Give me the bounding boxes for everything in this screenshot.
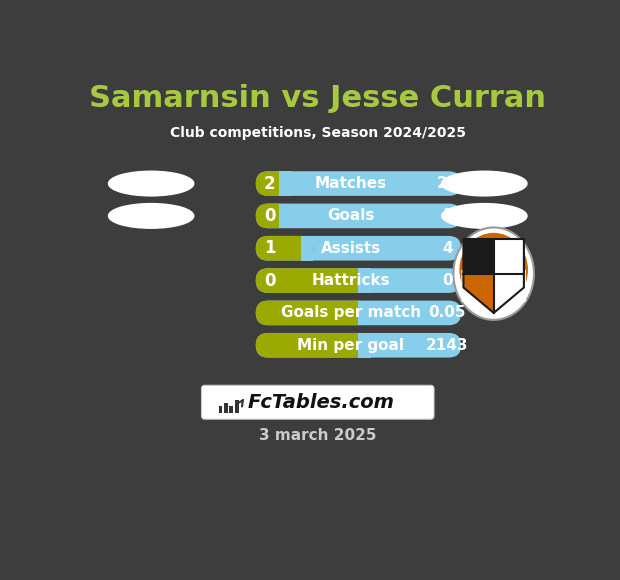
Text: 3 march 2025: 3 march 2025 [259,428,376,443]
Ellipse shape [453,227,534,320]
FancyBboxPatch shape [255,204,292,228]
Text: 0: 0 [264,207,275,225]
FancyBboxPatch shape [255,300,371,325]
Bar [301,236,313,260]
Bar [358,300,371,325]
FancyBboxPatch shape [255,171,292,196]
FancyBboxPatch shape [255,269,371,293]
Text: 20: 20 [436,176,458,191]
Text: 1: 1 [264,239,275,258]
FancyBboxPatch shape [255,204,461,228]
Bar [229,406,233,413]
Ellipse shape [108,204,193,228]
Text: Matches: Matches [314,176,387,191]
Text: 2143: 2143 [426,338,469,353]
FancyBboxPatch shape [255,300,461,325]
Text: Goals: Goals [327,208,374,223]
Polygon shape [463,239,494,313]
Text: Min per goal: Min per goal [297,338,404,353]
Text: 4: 4 [442,241,453,256]
Text: 0: 0 [442,273,453,288]
Ellipse shape [441,204,527,228]
Text: Club competitions, Season 2024/2025: Club competitions, Season 2024/2025 [170,126,466,140]
Text: 1: 1 [442,208,453,223]
FancyBboxPatch shape [255,236,461,260]
FancyBboxPatch shape [202,385,434,419]
Text: Goals per match: Goals per match [281,306,421,320]
Bar [280,204,292,228]
Text: 2: 2 [264,175,275,193]
Polygon shape [494,239,524,313]
Text: Samarnsin vs Jesse Curran: Samarnsin vs Jesse Curran [89,84,546,113]
Ellipse shape [459,233,528,307]
Polygon shape [463,274,494,313]
Bar [358,269,371,293]
Bar [219,406,223,413]
Ellipse shape [108,171,193,196]
Bar [280,171,292,196]
Ellipse shape [441,171,527,196]
Text: 0: 0 [264,271,275,289]
Bar [235,400,239,413]
FancyBboxPatch shape [255,236,313,260]
Text: 0.05: 0.05 [428,306,466,320]
Text: Hattricks: Hattricks [311,273,390,288]
FancyBboxPatch shape [255,171,461,196]
FancyBboxPatch shape [255,333,461,358]
Bar [358,333,371,358]
Text: FcTables.com: FcTables.com [248,393,395,412]
Bar [224,403,228,413]
Text: Assists: Assists [321,241,381,256]
Polygon shape [461,270,526,316]
FancyBboxPatch shape [255,333,371,358]
FancyBboxPatch shape [255,269,461,293]
